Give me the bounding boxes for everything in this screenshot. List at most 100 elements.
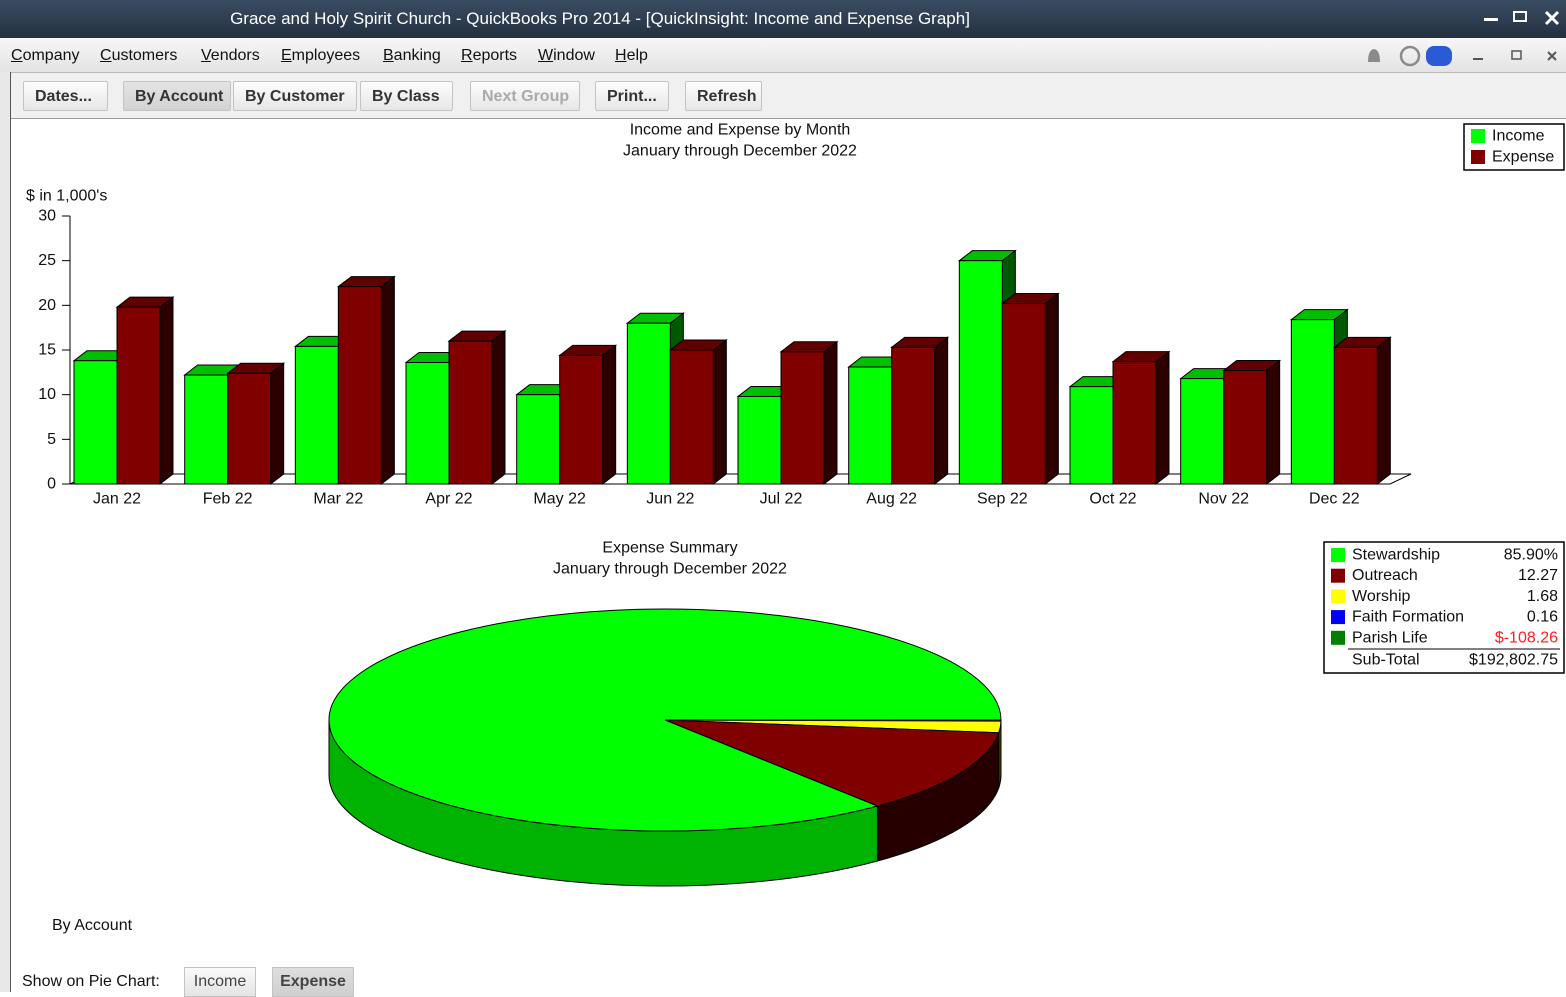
bar-side [1113,377,1126,484]
legend-swatch [1331,610,1345,624]
toolbar-button[interactable]: By Account [123,81,231,111]
bar-side [117,351,130,484]
minimize[interactable] [1484,18,1498,21]
alarm-icon[interactable] [1401,47,1419,65]
bar [738,386,794,484]
toolbar-button[interactable]: By Customer [233,81,357,111]
bar-top [738,386,794,396]
window-controls[interactable] [1480,6,1566,32]
toolbar-button[interactable]: By Class [360,81,453,111]
y-tick-label: 15 [38,342,56,359]
menu-item[interactable]: Vendors [201,47,260,65]
menu-item[interactable]: Help [615,47,648,65]
bar [1002,294,1058,484]
bar-top [338,277,394,287]
chart-title: Income and Expense by Month [630,122,851,139]
bar-front [338,287,381,484]
menu-item[interactable]: Company [11,47,79,65]
bar-top [849,357,905,367]
bar [627,313,683,484]
legend-value: 85.90% [1504,547,1558,564]
bar-top [1334,337,1390,347]
slice-top [329,609,1001,831]
bar-top [295,336,351,346]
bar [228,363,284,484]
chart-subtitle: January through December 2022 [623,143,857,160]
toolbar-button[interactable]: Dates... [23,81,108,111]
bar [117,297,173,484]
bar-top [892,337,948,347]
menu-item[interactable]: Reports [461,47,517,65]
legend-label: Income [1492,128,1545,145]
bar [185,365,241,484]
menu-item[interactable]: Window [538,47,595,65]
bar-top [670,340,726,350]
toolbar-button[interactable]: Print... [595,81,669,111]
close[interactable] [1548,52,1556,60]
menu-item[interactable]: Employees [281,47,360,65]
restore[interactable] [1514,12,1526,21]
toolbar-button[interactable]: Next Group [470,81,580,111]
bar [1113,352,1169,484]
y-tick-label: 5 [47,431,56,448]
menu-item[interactable]: Banking [383,47,441,65]
bar [1224,361,1280,484]
legend-label: Expense [1492,149,1554,166]
bar-top [1224,361,1280,371]
bar [338,277,394,484]
menu-icons [1360,42,1566,70]
menu-item[interactable]: Customers [100,47,177,65]
bar-side [338,336,351,484]
x-tick-label: Jan 22 [93,491,141,508]
legend-label: Worship [1352,588,1410,605]
bar-top [781,342,837,352]
bar [406,353,462,484]
bar-side [1334,310,1347,484]
legend-box [1324,542,1564,673]
x-tick-label: Jul 22 [760,491,803,508]
pie-slice [665,720,1001,721]
window-title: Grace and Holy Spirit Church - QuickBook… [0,9,1200,29]
y-tick-label: 10 [38,386,56,403]
bar [1291,310,1347,484]
notification-badge[interactable] [1426,46,1452,66]
bar-front [627,323,670,484]
bar-front [449,341,492,484]
bar-top [228,363,284,373]
slice-top [665,720,999,806]
bar-top [74,351,130,361]
bar [74,351,130,484]
bar-front [849,367,892,484]
bar-front [406,363,449,484]
pie-source-button[interactable]: Income [184,967,256,997]
bar-side [492,331,505,484]
bar-top [1070,377,1126,387]
bar [892,337,948,484]
y-tick-label: 30 [38,208,56,225]
bar-side [603,345,616,484]
pie-slice [665,720,1001,733]
bell-icon[interactable] [1368,49,1380,62]
bar-top [1181,369,1237,379]
bar-front [228,373,271,484]
bar-side [1224,369,1237,484]
toolbar-button[interactable]: Refresh [685,81,762,111]
chart-title: Expense Summary [602,540,737,557]
x-tick-label: Apr 22 [425,491,472,508]
bar-top [117,297,173,307]
restore[interactable] [1512,51,1521,59]
show-label: Show on Pie Chart: [22,973,160,991]
bar-top [1002,294,1058,304]
pie-tops [329,609,1001,831]
legend-label: Faith Formation [1352,609,1464,626]
x-tick-label: Feb 22 [203,491,253,508]
x-tick-label: Nov 22 [1198,491,1249,508]
bar-top [406,353,462,363]
bar [1334,337,1390,484]
close[interactable] [1546,12,1558,24]
minimize[interactable] [1473,58,1483,60]
y-tick-label: 0 [47,476,56,493]
pie-source-button[interactable]: Expense [272,967,354,997]
chart-subtitle: January through December 2022 [553,561,787,578]
